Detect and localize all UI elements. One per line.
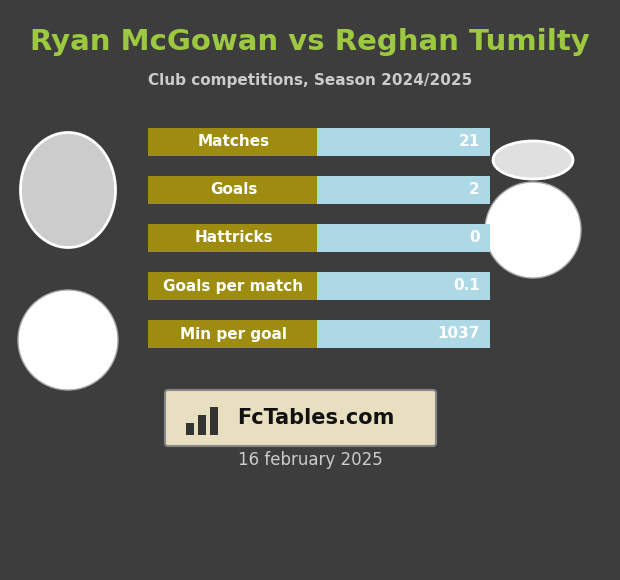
Text: Min per goal: Min per goal — [180, 327, 287, 342]
Bar — [317, 128, 332, 156]
Bar — [317, 272, 332, 300]
FancyBboxPatch shape — [317, 320, 490, 348]
Bar — [317, 320, 332, 348]
FancyBboxPatch shape — [148, 320, 490, 348]
FancyBboxPatch shape — [317, 176, 490, 204]
FancyBboxPatch shape — [148, 176, 490, 204]
Text: Matches: Matches — [197, 135, 270, 150]
Ellipse shape — [20, 132, 115, 248]
Text: 0: 0 — [469, 230, 480, 245]
Text: 2: 2 — [469, 183, 480, 198]
Text: 1037: 1037 — [438, 327, 480, 342]
FancyBboxPatch shape — [148, 128, 490, 156]
FancyBboxPatch shape — [165, 390, 436, 446]
Bar — [317, 128, 490, 156]
Bar — [210, 407, 218, 435]
Text: Goals per match: Goals per match — [164, 278, 304, 293]
Circle shape — [485, 182, 581, 278]
FancyBboxPatch shape — [317, 128, 490, 156]
FancyBboxPatch shape — [148, 128, 490, 156]
Circle shape — [18, 290, 118, 390]
Text: 0.1: 0.1 — [453, 278, 480, 293]
Text: Club competitions, Season 2024/2025: Club competitions, Season 2024/2025 — [148, 72, 472, 88]
Bar — [198, 415, 206, 435]
Text: Goals: Goals — [210, 183, 257, 198]
Bar — [317, 176, 332, 204]
Bar — [186, 423, 194, 435]
Bar — [317, 176, 490, 204]
Text: FcTables.com: FcTables.com — [237, 408, 394, 428]
FancyBboxPatch shape — [148, 272, 490, 300]
Bar — [317, 224, 490, 252]
Text: 21: 21 — [459, 135, 480, 150]
FancyBboxPatch shape — [148, 176, 490, 204]
FancyBboxPatch shape — [317, 224, 490, 252]
Text: Ryan McGowan vs Reghan Tumilty: Ryan McGowan vs Reghan Tumilty — [30, 28, 590, 56]
FancyBboxPatch shape — [148, 272, 490, 300]
FancyBboxPatch shape — [317, 272, 490, 300]
FancyBboxPatch shape — [148, 320, 490, 348]
Bar — [317, 320, 490, 348]
FancyBboxPatch shape — [148, 224, 490, 252]
Text: 16 february 2025: 16 february 2025 — [237, 451, 383, 469]
FancyBboxPatch shape — [148, 224, 490, 252]
Bar — [317, 224, 332, 252]
Ellipse shape — [493, 141, 573, 179]
Text: Hattricks: Hattricks — [194, 230, 273, 245]
Bar — [317, 272, 490, 300]
